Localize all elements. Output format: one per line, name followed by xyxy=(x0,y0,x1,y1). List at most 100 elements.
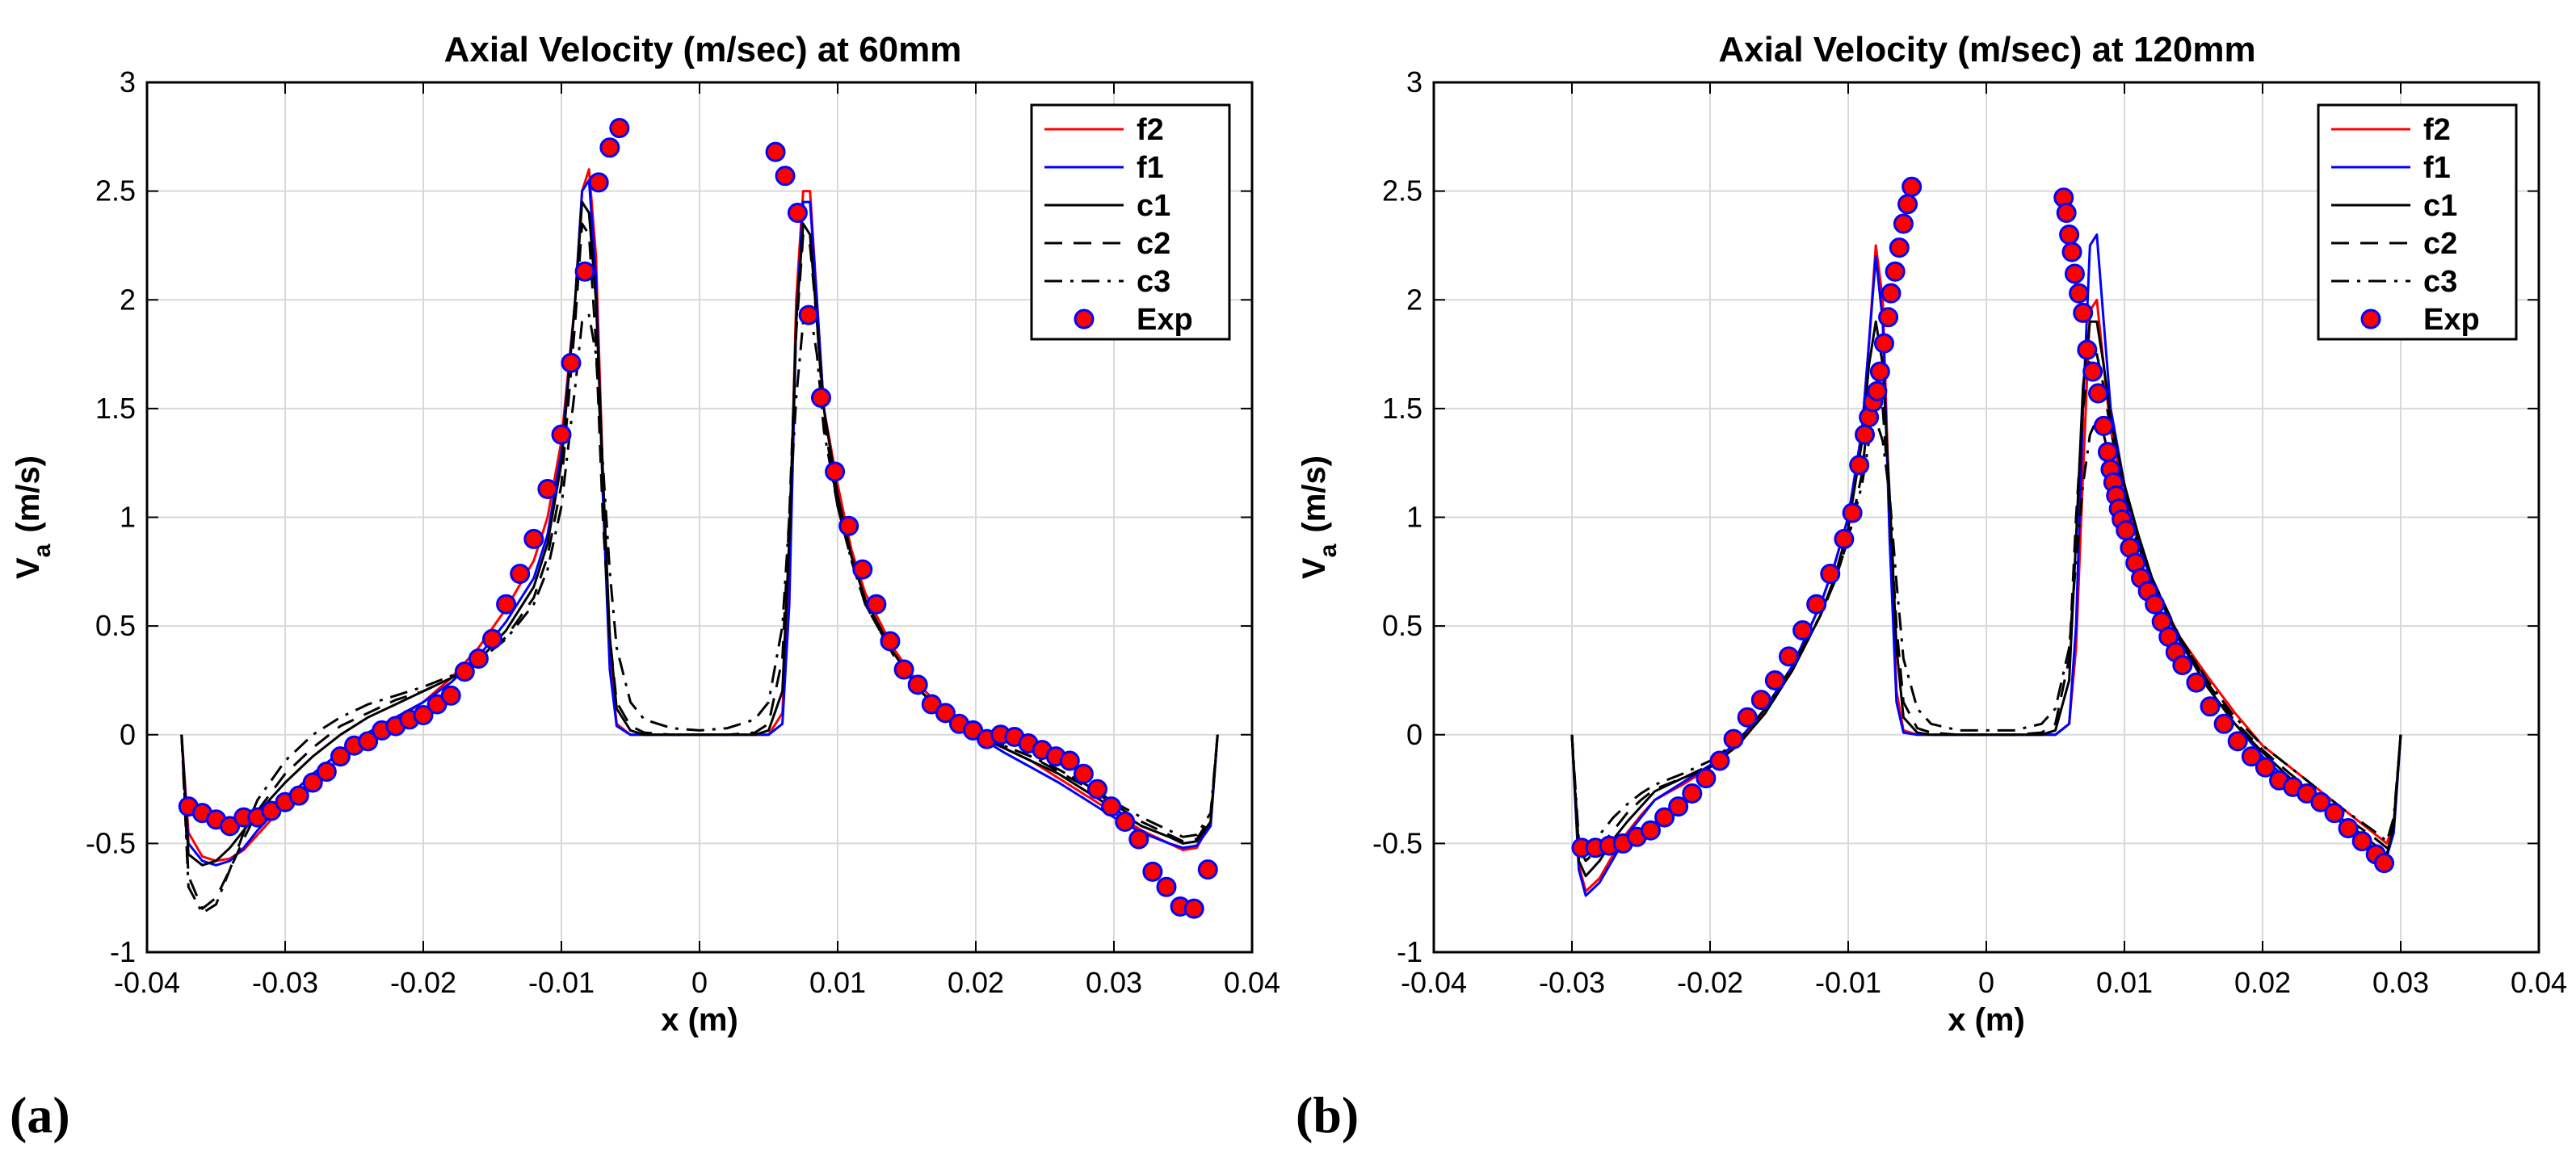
y-axis-label-unit: (m/s) xyxy=(1296,455,1332,533)
data-point-Exp xyxy=(440,685,461,706)
x-tick-label: 0 xyxy=(1978,966,1994,999)
data-point-Exp xyxy=(1059,750,1080,771)
chart-1: -0.04 -0.03 -0.02 -0.01 0 0.01 0.02 0.03 0.04 -1 -… xyxy=(10,30,1280,1144)
legend-label-f1: f1 xyxy=(1137,151,1164,185)
y-tick-label: 3 xyxy=(120,65,136,99)
data-point-Exp xyxy=(316,762,337,783)
data-point-Exp xyxy=(2145,594,2166,615)
data-point-Exp xyxy=(775,166,796,187)
data-point-Exp xyxy=(2241,746,2262,767)
series-markers-Exp xyxy=(178,118,1218,919)
x-tick-label: -0.02 xyxy=(1677,966,1743,999)
chart-2: -0.04 -0.03 -0.02 -0.01 0 0.01 0.02 0.03 0.04 -1 -… xyxy=(1296,30,2567,1144)
data-point-Exp xyxy=(1873,333,1894,354)
data-point-Exp xyxy=(1834,528,1855,549)
legend-box xyxy=(2317,103,2518,341)
data-point-Exp xyxy=(482,628,502,649)
data-point-Exp xyxy=(1654,807,1675,828)
x-axis-label: x (m) xyxy=(1948,1002,2025,1038)
x-tick-label: 0.01 xyxy=(2096,966,2153,999)
data-point-Exp xyxy=(798,304,819,325)
data-point-Exp xyxy=(1101,796,1122,817)
data-point-Exp xyxy=(1682,783,1703,804)
data-point-Exp xyxy=(2324,803,2345,824)
data-point-Exp xyxy=(1893,213,1914,234)
legend-label-c1: c1 xyxy=(2423,189,2457,223)
panel-label: (a) xyxy=(10,1086,70,1144)
data-point-Exp xyxy=(1668,796,1689,817)
chart-title: Axial Velocity (m/sec) at 120mm xyxy=(1718,30,2255,69)
data-point-Exp xyxy=(2338,818,2359,839)
data-point-Exp xyxy=(1142,861,1163,882)
x-tick-label: 0.01 xyxy=(809,966,866,999)
data-point-Exp xyxy=(1820,564,1841,585)
data-point-Exp xyxy=(1878,307,1899,328)
x-tick-label: 0.04 xyxy=(1224,966,1280,999)
data-point-Exp xyxy=(2097,442,2118,463)
data-point-Exp xyxy=(2082,361,2103,382)
y-tick-label: 2.5 xyxy=(1382,174,1422,208)
data-point-Exp xyxy=(599,137,620,158)
data-point-Exp xyxy=(866,594,887,615)
legend-label-c1: c1 xyxy=(1137,189,1170,223)
data-point-Exp xyxy=(2093,415,2114,436)
data-point-Exp xyxy=(1792,620,1813,641)
legend-label-c2: c2 xyxy=(2423,227,2457,261)
y-axis-label: Va (m/s) xyxy=(1296,455,1342,579)
legend-label-f1: f1 xyxy=(2423,151,2451,185)
data-point-Exp xyxy=(1073,763,1094,784)
data-point-Exp xyxy=(2255,757,2276,778)
y-tick-label: 0.5 xyxy=(95,609,136,642)
data-point-Exp xyxy=(1806,594,1827,615)
data-point-Exp xyxy=(413,705,434,726)
x-tick-label: 0.02 xyxy=(2234,966,2291,999)
data-point-Exp xyxy=(2227,731,2248,752)
data-point-Exp xyxy=(588,172,609,193)
y-tick-label: 1.5 xyxy=(1382,392,1422,425)
y-tick-label: -0.5 xyxy=(1372,826,1422,859)
data-point-Exp xyxy=(2213,713,2234,734)
data-point-Exp xyxy=(288,785,309,806)
series-line-c2 xyxy=(1570,353,2402,863)
legend-swatch-Exp xyxy=(1074,309,1095,330)
data-point-Exp xyxy=(765,141,786,162)
y-tick-label: 0.5 xyxy=(1382,609,1422,642)
data-point-Exp xyxy=(2056,203,2077,224)
y-axis-label-sub: a xyxy=(1315,544,1342,557)
y-axis-label: Va (m/s) xyxy=(11,455,56,579)
series-markers-Exp xyxy=(1571,176,2394,874)
y-tick-label: 2.5 xyxy=(95,174,136,208)
data-point-Exp xyxy=(1897,194,1918,215)
data-point-Exp xyxy=(1881,283,1902,304)
x-tick-label: -0.01 xyxy=(528,966,595,999)
x-tick-label: 0.03 xyxy=(2372,966,2429,999)
legend-swatch-Exp xyxy=(2360,309,2381,330)
legend: f2 f1 c1 c2 c3 Exp xyxy=(2317,103,2518,341)
data-point-Exp xyxy=(935,703,956,724)
data-point-Exp xyxy=(523,528,544,549)
y-tick-label: 2 xyxy=(120,283,136,316)
y-axis-label-main: V xyxy=(11,557,46,579)
data-point-Exp xyxy=(880,631,901,652)
data-point-Exp xyxy=(1902,176,1923,197)
series-layer xyxy=(1570,176,2402,897)
legend: f2 f1 c1 c2 c3 Exp xyxy=(1030,103,1231,341)
data-point-Exp xyxy=(2373,853,2394,874)
data-point-Exp xyxy=(330,746,351,767)
y-tick-label: -1 xyxy=(1397,935,1422,968)
data-point-Exp xyxy=(1849,455,1870,476)
data-point-Exp xyxy=(609,118,630,139)
y-tick-label: 0 xyxy=(120,718,136,751)
legend-label-Exp: Exp xyxy=(2423,303,2480,337)
data-point-Exp xyxy=(537,478,558,499)
data-point-Exp xyxy=(1115,811,1136,832)
data-point-Exp xyxy=(1764,670,1785,691)
y-tick-label: -0.5 xyxy=(86,826,136,859)
data-point-Exp xyxy=(810,387,831,408)
data-point-Exp xyxy=(1128,829,1149,850)
data-point-Exp xyxy=(852,559,873,580)
x-tick-label: 0.02 xyxy=(948,966,1004,999)
data-point-Exp xyxy=(1640,820,1661,841)
